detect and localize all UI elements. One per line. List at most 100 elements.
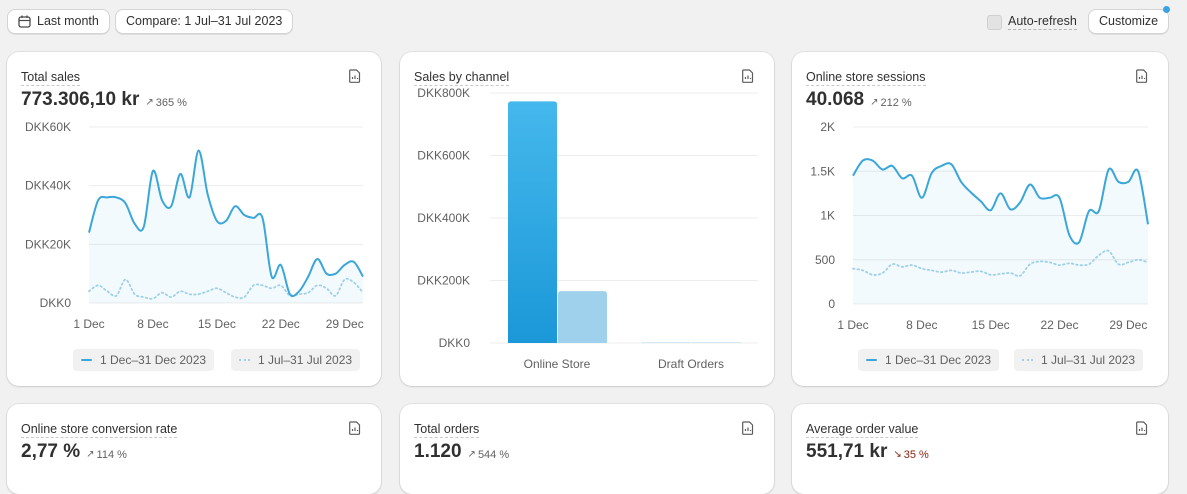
y-tick-label: 1.5K (810, 164, 835, 178)
metric-change: ↘ 35 % (893, 449, 928, 461)
legend-item-previous[interactable]: 1 Jul–31 Jul 2023 (239, 353, 352, 367)
metric-value: 1.120 (414, 441, 462, 462)
customize-button[interactable]: Customize (1088, 9, 1170, 34)
x-tick-label: 15 Dec (198, 317, 236, 331)
metric-value: 551,71 kr (806, 441, 888, 462)
y-tick-label: DKK0 (439, 336, 471, 350)
auto-refresh-toggle[interactable]: Auto-refresh (987, 14, 1077, 30)
chart-legend-previous: 1 Jul–31 Jul 2023 (231, 349, 361, 371)
card-title[interactable]: Sales by channel (414, 70, 510, 86)
change-value: 544 % (477, 448, 510, 461)
change-value: 35 % (903, 448, 929, 461)
card-title[interactable]: Online store sessions (806, 70, 926, 86)
compare-button[interactable]: Compare: 1 Jul–31 Jul 2023 (115, 9, 294, 34)
y-tick-label: 0 (828, 297, 835, 311)
total-orders-card[interactable]: Total orders 1.120 ↗ 544 % (400, 404, 774, 494)
y-tick-label: DKK800K (417, 86, 470, 100)
x-tick-label: 15 Dec (972, 318, 1010, 332)
arrow-up-right-icon: ↗ (870, 97, 879, 108)
metric: 2,77 % ↗ 114 % (21, 441, 127, 463)
average-order-value-card[interactable]: Average order value 551,71 kr ↘ 35 % (792, 404, 1168, 494)
auto-refresh-label: Auto-refresh (1008, 14, 1077, 30)
x-tick-label: 22 Dec (1040, 318, 1078, 332)
x-tick-label: 1 Dec (73, 317, 104, 331)
customize-label: Customize (1099, 14, 1159, 28)
auto-refresh-checkbox[interactable] (987, 14, 1002, 30)
export-report-icon[interactable] (349, 421, 361, 435)
metric-value: 773.306,10 kr (21, 89, 140, 110)
sessions-chart: 0 500 1K 1.5K 2K 1 Dec 8 Dec 15 Dec 22 Dec 29 Dec (810, 120, 1149, 332)
compare-label: Compare: 1 Jul–31 Jul 2023 (126, 14, 283, 28)
date-range-label: Last month (37, 14, 99, 28)
export-report-icon[interactable] (1136, 421, 1148, 435)
sales-by-channel-chart: DKK0 DKK200K DKK400K DKK600K DKK800K Online S… (417, 86, 758, 371)
y-tick-label: 1K (820, 209, 835, 223)
metric-change: ↗ 365 % (145, 97, 187, 109)
export-report-icon[interactable] (1136, 69, 1148, 83)
chart-legend: 1 Dec–31 Dec 2023 (73, 349, 215, 371)
metric: 551,71 kr ↘ 35 % (806, 441, 929, 463)
area-fill (89, 150, 363, 303)
metric-change: ↗ 212 % (870, 97, 912, 109)
card-title[interactable]: Total orders (414, 422, 480, 438)
y-tick-label: DKK60K (25, 120, 71, 134)
metric-change: ↗ 544 % (468, 449, 510, 461)
x-tick-label: 8 Dec (137, 317, 168, 331)
metric-value: 2,77 % (21, 441, 81, 462)
card-title[interactable]: Online store conversion rate (21, 422, 178, 438)
sessions-card[interactable]: Online store sessions 40.068 ↗ 212 % 0 500… (792, 52, 1168, 386)
x-tick-label: 22 Dec (262, 317, 300, 331)
arrow-up-right-icon: ↗ (86, 449, 95, 460)
legend-item-current[interactable]: 1 Dec–31 Dec 2023 (81, 353, 206, 367)
notification-dot (1163, 6, 1170, 13)
dotted-line-swatch (1022, 359, 1033, 361)
metric: 1.120 ↗ 544 % (414, 441, 509, 463)
total-sales-card[interactable]: Total sales 773.306,10 kr ↗ 365 % DKK0 DKK… (7, 52, 381, 386)
sales-by-channel-card[interactable]: Sales by channel DKK0 DKK200K DKK400K DKK60… (400, 52, 774, 386)
calendar-icon (18, 15, 31, 28)
bar (508, 101, 557, 343)
metric-value: 40.068 (806, 89, 865, 110)
solid-line-swatch (866, 359, 877, 361)
legend-previous-label: 1 Jul–31 Jul 2023 (258, 353, 353, 367)
solid-line-swatch (81, 359, 92, 361)
change-value: 212 % (880, 96, 912, 109)
legend-item-current[interactable]: 1 Dec–31 Dec 2023 (866, 353, 991, 367)
primary-series-line (852, 158, 1149, 245)
y-tick-label: DKK600K (417, 149, 470, 163)
bar (692, 342, 741, 343)
y-tick-label: 2K (820, 120, 835, 134)
y-tick-label: DKK0 (40, 296, 72, 310)
chart-legend-previous: 1 Jul–31 Jul 2023 (1014, 349, 1144, 371)
x-tick-label: 8 Dec (906, 318, 937, 332)
x-tick-label: 29 Dec (1109, 318, 1147, 332)
export-report-icon[interactable] (742, 421, 754, 435)
y-tick-label: DKK40K (25, 179, 71, 193)
metric-change: ↗ 114 % (86, 449, 127, 461)
arrow-down-right-icon: ↘ (893, 449, 902, 460)
bar (558, 291, 607, 343)
legend-item-previous[interactable]: 1 Jul–31 Jul 2023 (1022, 353, 1135, 367)
legend-previous-label: 1 Jul–31 Jul 2023 (1041, 353, 1136, 367)
card-title[interactable]: Total sales (21, 70, 81, 86)
legend-current-label: 1 Dec–31 Dec 2023 (100, 353, 207, 367)
metric: 773.306,10 kr ↗ 365 % (21, 89, 187, 111)
y-tick-label: DKK400K (417, 211, 470, 225)
date-range-button[interactable]: Last month (7, 9, 110, 34)
arrow-up-right-icon: ↗ (145, 97, 154, 108)
primary-series-line (88, 149, 364, 298)
arrow-up-right-icon: ↗ (467, 449, 476, 460)
x-tick-label: 1 Dec (837, 318, 868, 332)
conversion-rate-card[interactable]: Online store conversion rate 2,77 % ↗ 114… (7, 404, 381, 494)
area-fill (853, 159, 1148, 304)
y-tick-label: 500 (815, 253, 835, 267)
change-value: 114 % (96, 448, 127, 461)
export-report-icon[interactable] (742, 69, 754, 83)
card-title[interactable]: Average order value (806, 422, 919, 438)
export-report-icon[interactable] (349, 69, 361, 83)
total-sales-chart: DKK0 DKK20K DKK40K DKK60K 1 Dec 8 Dec 15 Dec 22… (25, 120, 364, 331)
x-tick-label: Online Store (524, 357, 591, 371)
y-tick-label: DKK200K (417, 274, 470, 288)
chart-legend: 1 Dec–31 Dec 2023 (858, 349, 1000, 371)
comparison-series-line (88, 277, 364, 300)
